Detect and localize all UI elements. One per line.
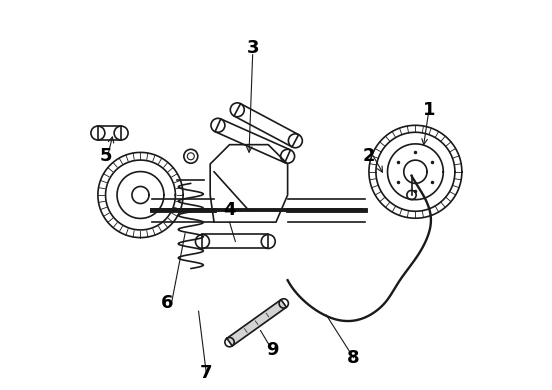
Text: 7: 7 (200, 364, 213, 382)
Text: 4: 4 (223, 202, 236, 220)
Text: 2: 2 (363, 147, 375, 165)
Text: 3: 3 (247, 39, 259, 57)
Text: 1: 1 (423, 101, 435, 119)
Text: 5: 5 (99, 147, 112, 165)
Text: 6: 6 (161, 294, 174, 312)
Text: 8: 8 (347, 349, 360, 367)
Text: 9: 9 (266, 341, 278, 359)
Polygon shape (227, 300, 286, 346)
